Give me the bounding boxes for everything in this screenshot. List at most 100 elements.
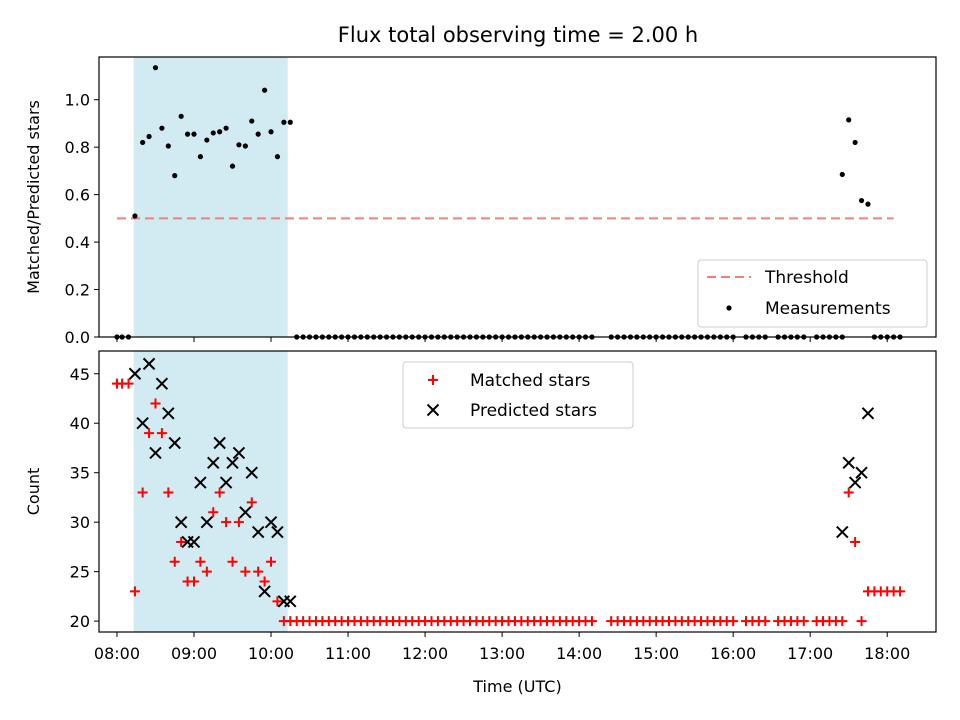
bottom-y-tick-label: 45	[70, 365, 90, 384]
bottom-observing-window-span	[133, 351, 288, 632]
legend-measurements-swatch	[726, 305, 732, 311]
measurement-point	[858, 197, 865, 204]
predicted-stars-point	[284, 595, 297, 608]
legend-measurements-label: Measurements	[765, 299, 891, 319]
matched-stars-point	[266, 556, 277, 567]
x-tick-label: 18:00	[864, 644, 910, 663]
measurement-point	[197, 154, 204, 160]
matched-stars-point	[233, 517, 244, 528]
measurement-point	[281, 119, 287, 125]
matched-stars-point	[227, 556, 238, 567]
legend-matched-stars-label: Matched stars	[470, 371, 590, 391]
predicted-stars-point	[848, 476, 862, 489]
x-tick-label: 14:00	[556, 644, 602, 663]
measurement-point	[184, 131, 191, 137]
matched-stars-point	[272, 596, 283, 607]
measurement-point	[146, 133, 152, 140]
measurement-point	[172, 173, 178, 179]
bottom-y-tick-label: 25	[70, 563, 90, 582]
measurement-point	[236, 142, 242, 148]
matched-stars-point	[137, 487, 148, 498]
measurement-point	[178, 113, 184, 119]
matched-stars-point	[856, 616, 867, 627]
x-tick-label: 10:00	[248, 644, 294, 663]
predicted-stars-point	[174, 515, 188, 529]
matched-stars-point	[214, 487, 225, 498]
top-y-tick-label: 0.0	[65, 328, 90, 347]
matched-stars-point	[123, 378, 134, 389]
predicted-stars-point	[128, 367, 142, 380]
bottom-y-tick-label: 20	[70, 612, 90, 631]
predicted-stars-point	[200, 515, 214, 529]
legend-threshold-label: Threshold	[764, 268, 849, 288]
predicted-stars-point	[245, 466, 258, 479]
measurement-point	[204, 137, 210, 143]
predicted-stars-point	[232, 446, 246, 460]
predicted-stars-point	[842, 456, 855, 470]
legend-matched-stars-swatch	[428, 375, 438, 385]
matched-stars-point	[850, 536, 861, 547]
matched-stars-point	[798, 616, 809, 627]
matched-stars-point	[156, 428, 167, 439]
bottom-legend: Matched stars Predicted stars	[402, 361, 634, 429]
predicted-stars-point	[226, 456, 239, 470]
matched-stars-point	[760, 616, 771, 627]
measurement-point	[242, 143, 248, 149]
measurement-point	[262, 87, 268, 93]
top-y-tick-label: 0.8	[65, 138, 90, 157]
x-tick-label: 11:00	[325, 644, 371, 663]
measurement-point	[152, 65, 159, 71]
matched-stars-point	[895, 586, 906, 597]
matched-stars-point	[201, 566, 212, 577]
predicted-stars-point	[136, 417, 149, 430]
measurement-point	[839, 171, 845, 178]
matched-stars-point	[843, 487, 854, 498]
matched-stars-point	[586, 616, 597, 627]
x-tick-label: 09:00	[171, 644, 217, 663]
top-legend-box	[697, 259, 928, 328]
x-tick-label: 17:00	[787, 644, 833, 663]
x-tick-label: 13:00	[479, 644, 525, 663]
bottom-y-tick-label: 30	[70, 513, 90, 532]
predicted-stars-point	[207, 456, 220, 470]
predicted-stars-point	[239, 506, 252, 519]
matched-stars-point	[195, 556, 206, 567]
measurement-point	[223, 125, 229, 131]
x-tick-label: 16:00	[710, 644, 756, 663]
top-panel: 0.0 0.2 0.4 0.6 0.8 1.0 Matched/Predicted star…	[24, 56, 937, 347]
measurement-point	[159, 125, 165, 131]
measurement-point	[217, 129, 223, 135]
predicted-stars-point	[251, 525, 265, 539]
matched-stars-point	[246, 497, 257, 508]
x-tick-label: 08:00	[94, 644, 140, 663]
bottom-y-tick-label: 35	[70, 464, 90, 483]
predicted-stars-point	[155, 377, 169, 390]
predicted-stars-point	[149, 446, 162, 460]
predicted-stars-point	[142, 357, 156, 371]
predicted-stars-point	[861, 407, 875, 420]
measurement-point	[140, 139, 146, 146]
matched-stars-point	[144, 428, 155, 439]
matched-stars-point	[253, 566, 264, 577]
predicted-stars-point	[213, 436, 226, 450]
top-y-tick-label: 0.2	[65, 281, 90, 300]
predicted-stars-point	[271, 525, 284, 539]
measurement-point	[255, 131, 261, 137]
top-axes-frame	[98, 56, 937, 338]
series-predicted-stars	[128, 357, 875, 608]
chart-title: Flux total observing time = 2.00 h	[338, 23, 698, 47]
measurement-point	[852, 139, 858, 146]
predicted-stars-point	[162, 407, 175, 420]
matched-stars-point	[728, 616, 739, 627]
top-legend: Threshold Measurements	[697, 259, 928, 328]
series-matched-stars	[111, 378, 906, 627]
measurement-point	[274, 154, 281, 160]
matched-stars-point	[129, 586, 140, 597]
measurement-point	[865, 201, 871, 207]
measurement-point	[229, 163, 236, 169]
matched-stars-point	[169, 556, 180, 567]
predicted-stars-point	[836, 525, 849, 539]
top-y-tick-label: 1.0	[65, 91, 90, 110]
matched-stars-point	[208, 507, 219, 518]
